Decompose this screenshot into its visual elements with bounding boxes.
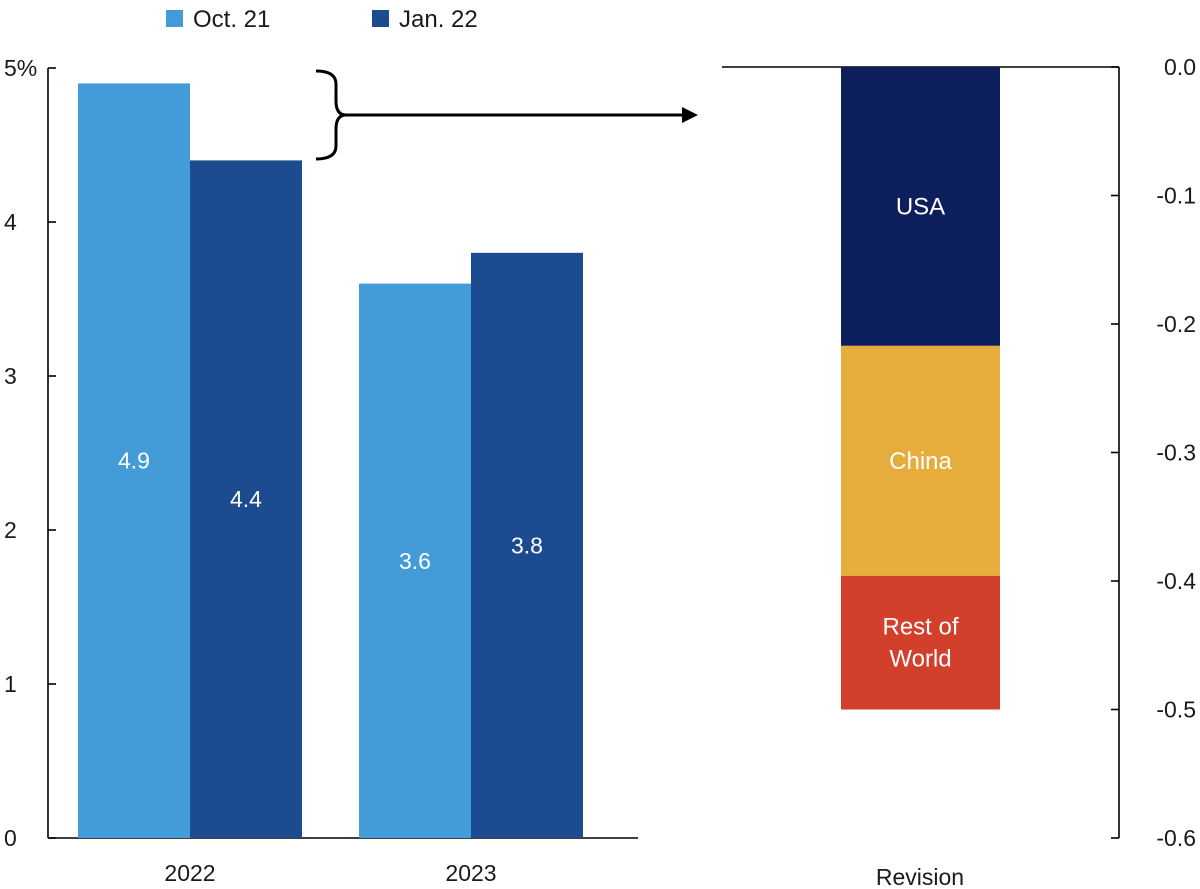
left-y-tick-label: 2 (4, 517, 17, 543)
bar-data-label: 3.8 (511, 532, 543, 558)
right-y-tick-label: -0.1 (1156, 183, 1196, 209)
left-y-tick-label: 0 (4, 825, 17, 851)
legend: Oct. 21 Jan. 22 (166, 6, 478, 33)
left-y-tick-label: 5% (4, 55, 37, 81)
right-y-tick-label: -0.4 (1156, 568, 1196, 594)
bar-2023-oct21 (359, 283, 471, 839)
bar-data-label: 4.9 (118, 448, 150, 474)
legend-label-jan22: Jan. 22 (399, 6, 478, 33)
right-y-tick-label: 0.0 (1164, 54, 1196, 80)
bar-data-label: 3.6 (399, 548, 431, 574)
left-y-tick-label: 1 (4, 671, 17, 697)
bracket-arrow (315, 69, 698, 161)
segment-label-rest-of-world: World (889, 646, 951, 673)
bar-2022-oct21 (78, 83, 190, 838)
right-y-tick-label: -0.5 (1156, 697, 1196, 723)
curly-bracket (315, 69, 347, 161)
left-y-tick-label: 3 (4, 363, 17, 389)
bar-data-label: 4.4 (230, 486, 262, 512)
legend-swatch-oct21 (166, 10, 183, 27)
left-bars: 4.9 4.4 3.6 3.8 (78, 83, 583, 839)
x-tick-label-revision: Revision (876, 864, 964, 889)
legend-swatch-jan22 (372, 10, 389, 27)
legend-label-oct21: Oct. 21 (193, 6, 270, 33)
left-y-ticks: 0 1 2 3 4 5% (4, 55, 56, 851)
x-tick-label-2022: 2022 (164, 860, 215, 886)
right-y-tick-label: -0.3 (1156, 440, 1196, 466)
right-stacked-bar: USA China Rest of World (841, 67, 1000, 710)
bar-2023-jan22 (471, 252, 583, 839)
x-tick-label-2023: 2023 (445, 860, 496, 886)
segment-china (841, 345, 1000, 576)
right-y-tick-label: -0.6 (1156, 825, 1196, 851)
bar-2022-jan22 (190, 160, 302, 838)
segment-rest-of-world (841, 575, 1000, 710)
segment-usa (841, 67, 1000, 346)
right-y-tick-label: -0.2 (1156, 311, 1196, 337)
segment-label-usa: USA (896, 193, 945, 220)
segment-label-rest-of-world: Rest of (882, 614, 958, 641)
left-y-tick-label: 4 (4, 209, 17, 235)
right-y-ticks: 0.0 -0.1 -0.2 -0.3 -0.4 -0.5 -0.6 (1111, 54, 1196, 851)
segment-label-china: China (889, 448, 952, 475)
arrow-head (682, 107, 698, 123)
